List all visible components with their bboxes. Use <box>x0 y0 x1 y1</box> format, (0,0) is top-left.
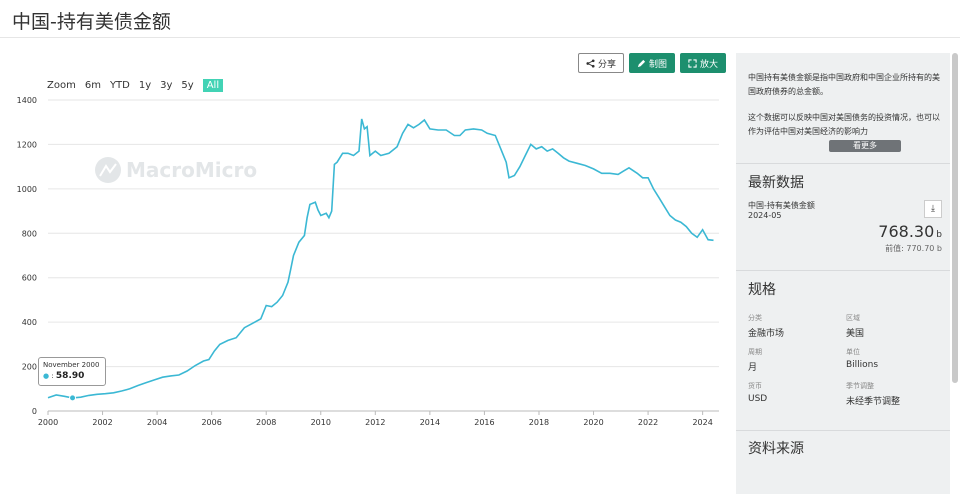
latest-unit: b <box>936 230 942 240</box>
category-value: 金融市场 <box>748 329 785 339</box>
page-title: 中国-持有美债金额 <box>12 11 171 33</box>
top-bar: 中国-持有美债金额 <box>0 0 960 38</box>
share-label: 分享 <box>597 59 616 70</box>
hover-point <box>69 394 77 402</box>
y-axis: 0 200 400 600 800 1000 1200 1400 <box>17 96 37 416</box>
source-title: 资料来源 <box>748 441 804 457</box>
y-tick-label: 1400 <box>17 96 37 105</box>
y-tick-label: 600 <box>22 274 37 283</box>
info-sidebar: 中国持有美债金额是指中国政府和中国企业所持有的美国政府债券的总金额。 这个数据可… <box>736 53 950 494</box>
enlarge-label: 放大 <box>699 59 718 70</box>
range-5y[interactable]: 5y <box>181 80 194 91</box>
description-text-2: 这个数据可以反映中国对美国债务的投资情况，也可以作为评估中国对美国经济的影响力 <box>748 113 940 136</box>
y-tick-label: 200 <box>22 363 37 372</box>
enlarge-button[interactable]: 放大 <box>679 53 726 73</box>
make-chart-button[interactable]: 制图 <box>628 53 675 73</box>
range-ytd[interactable]: YTD <box>109 80 130 91</box>
y-tick-label: 800 <box>22 229 37 238</box>
spec-title: 规格 <box>748 282 776 298</box>
x-tick-label: 2022 <box>638 418 658 427</box>
watermark-logo-mark <box>99 163 117 177</box>
line-chart: MacroMicro 0 200 400 600 800 1000 1200 1400 200… <box>17 96 719 427</box>
currency-value: USD <box>748 394 768 404</box>
sidebar-scrollbar[interactable] <box>952 53 958 383</box>
range-all[interactable]: All <box>202 79 224 92</box>
x-tick-label: 2010 <box>311 418 331 427</box>
range-selector: Zoom 6m YTD 1y 3y 5y All <box>47 79 224 92</box>
region-label: 区域 <box>846 314 860 322</box>
zoom-label: Zoom <box>47 80 76 91</box>
latest-series-name: 中国-持有美债金额 <box>748 201 815 210</box>
latest-data-title: 最新数据 <box>748 175 804 191</box>
chart-actions: 分享 制图 放大 <box>577 53 726 73</box>
latest-value: 768.30 <box>878 222 935 241</box>
range-6m[interactable]: 6m <box>84 80 101 91</box>
fullscreen-icon <box>688 58 697 68</box>
tooltip-date: November 2000 <box>43 361 100 369</box>
region-value: 美国 <box>846 329 865 339</box>
x-tick-label: 2006 <box>201 418 221 427</box>
pencil-icon <box>637 59 646 67</box>
description: 中国持有美债金额是指中国政府和中国企业所持有的美国政府债券的总金额。 这个数据可… <box>736 53 950 152</box>
x-tick-label: 2000 <box>38 418 58 427</box>
x-tick-label: 2002 <box>92 418 112 427</box>
tooltip-dot: ● <box>43 372 50 380</box>
spec-section: 规格 分类 金融市场 区域 美国 周期 月 单位 Billions 货币 USD… <box>736 271 950 408</box>
x-tick-label: 2012 <box>365 418 385 427</box>
seasonal-label: 季节调整 <box>846 382 874 390</box>
x-tick-label: 2014 <box>420 418 440 427</box>
watermark: MacroMicro <box>95 157 257 183</box>
see-more-button[interactable]: 看更多 <box>829 140 901 152</box>
x-tick-label: 2024 <box>692 418 712 427</box>
share-icon <box>586 58 595 68</box>
previous-value: 前值: 770.70 b <box>885 244 942 253</box>
x-tick-label: 2004 <box>147 418 167 427</box>
unit-label: 单位 <box>846 348 860 356</box>
watermark-text: MacroMicro <box>126 158 257 182</box>
tooltip-value: 58.90 <box>55 371 85 381</box>
description-text-1: 中国持有美债金额是指中国政府和中国企业所持有的美国政府债券的总金额。 <box>748 73 940 96</box>
unit-value: Billions <box>846 360 879 370</box>
x-tick-label: 2008 <box>256 418 276 427</box>
latest-date: 2024-05 <box>748 211 782 220</box>
latest-data-section: 最新数据 中国-持有美债金额 2024-05 ⤓ 768.30 b 前值: 770… <box>736 164 950 270</box>
series-line <box>47 118 714 402</box>
share-button[interactable]: 分享 <box>577 53 624 73</box>
download-icon[interactable]: ⤓ <box>924 200 942 218</box>
range-1y[interactable]: 1y <box>138 80 152 91</box>
period-value: 月 <box>748 363 758 373</box>
currency-label: 货币 <box>748 382 762 390</box>
y-tick-label: 1000 <box>17 185 37 194</box>
y-tick-label: 1200 <box>17 140 37 149</box>
y-tick-label: 400 <box>22 318 37 327</box>
chart-area: 分享 制图 放大 Zoom 6m YTD 1y 3y 5y All MacroM… <box>0 39 734 494</box>
y-tick-label: 0 <box>32 407 37 416</box>
category-label: 分类 <box>748 314 762 322</box>
seasonal-value: 未经季节调整 <box>846 397 901 407</box>
make-chart-label: 制图 <box>648 59 667 70</box>
range-3y[interactable]: 3y <box>160 80 173 91</box>
x-tick-label: 2020 <box>583 418 603 427</box>
grid-lines <box>48 99 719 412</box>
series-polyline <box>47 118 714 399</box>
x-tick-label: 2018 <box>529 418 549 427</box>
x-axis: 2000 2002 2004 2006 2008 2010 2012 2014 2016 2018… <box>38 410 719 427</box>
chart-tooltip: November 2000 ● : 58.90 <box>38 357 106 386</box>
period-label: 周期 <box>748 348 762 356</box>
x-tick-label: 2016 <box>474 418 494 427</box>
